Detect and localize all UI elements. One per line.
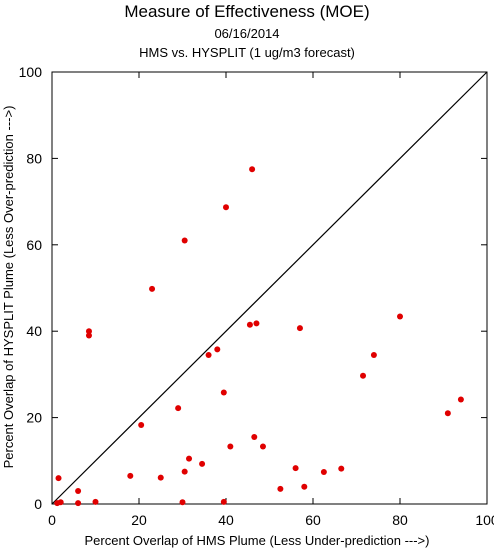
data-point bbox=[138, 421, 145, 428]
data-point bbox=[75, 500, 82, 507]
x-axis-label: Percent Overlap of HMS Plume (Less Under… bbox=[85, 533, 430, 548]
y-axis-label: Percent Overlap of HYSPLIT Plume (Less O… bbox=[1, 106, 16, 469]
data-point bbox=[85, 332, 92, 339]
data-point bbox=[444, 410, 451, 417]
chart-subtitle-description: HMS vs. HYSPLIT (1 ug/m3 forecast) bbox=[139, 45, 355, 60]
data-point bbox=[251, 434, 258, 441]
x-tick-label: 100 bbox=[475, 512, 494, 528]
data-point bbox=[220, 498, 227, 505]
x-tick-label: 80 bbox=[392, 512, 408, 528]
data-point bbox=[223, 204, 229, 211]
x-tick-label: 40 bbox=[218, 512, 234, 528]
data-point bbox=[75, 488, 82, 495]
data-point bbox=[320, 469, 327, 476]
data-point bbox=[370, 351, 377, 358]
y-tick-label: 40 bbox=[26, 323, 42, 339]
data-point bbox=[397, 313, 403, 320]
data-point bbox=[57, 499, 64, 506]
data-point bbox=[301, 483, 308, 490]
x-tick-label: 0 bbox=[48, 512, 56, 528]
data-point bbox=[246, 321, 253, 328]
data-point bbox=[259, 443, 266, 450]
data-point bbox=[181, 468, 188, 475]
data-point bbox=[249, 166, 256, 173]
data-point bbox=[199, 460, 206, 467]
y-tick-label: 100 bbox=[19, 64, 43, 80]
y-tick-label: 60 bbox=[26, 237, 42, 253]
data-point bbox=[179, 499, 186, 506]
data-point bbox=[214, 346, 221, 353]
data-point bbox=[85, 328, 92, 335]
data-point bbox=[338, 465, 345, 472]
data-point bbox=[149, 285, 156, 292]
data-point bbox=[186, 455, 193, 462]
plot-frame bbox=[51, 71, 488, 505]
x-tick-label: 20 bbox=[131, 512, 147, 528]
data-point bbox=[92, 498, 99, 505]
chart-title: Measure of Effectiveness (MOE) bbox=[124, 2, 369, 21]
data-point bbox=[277, 485, 284, 492]
data-point bbox=[127, 472, 134, 479]
data-point bbox=[360, 372, 367, 379]
data-point bbox=[55, 475, 62, 482]
data-point bbox=[220, 389, 227, 396]
one-to-one-reference-line bbox=[51, 71, 488, 505]
y-tick-label: 20 bbox=[26, 410, 42, 426]
x-tick-label: 60 bbox=[305, 512, 321, 528]
data-point bbox=[253, 320, 260, 327]
y-tick-label: 0 bbox=[34, 496, 42, 512]
plot-area: 0 20 40 60 80 100 0 20 40 60 80 100 bbox=[19, 64, 494, 528]
y-tick-label: 80 bbox=[26, 150, 42, 166]
data-point bbox=[292, 465, 299, 472]
data-point bbox=[296, 325, 303, 332]
data-point bbox=[205, 351, 212, 358]
axis-ticks: 0 20 40 60 80 100 0 20 40 60 80 100 bbox=[19, 64, 494, 528]
data-point bbox=[175, 405, 182, 412]
data-point bbox=[457, 396, 464, 403]
data-point bbox=[181, 237, 188, 244]
data-point bbox=[157, 474, 164, 481]
chart-subtitle-date: 06/16/2014 bbox=[214, 26, 279, 41]
data-point bbox=[227, 443, 234, 450]
data-points bbox=[54, 166, 464, 507]
